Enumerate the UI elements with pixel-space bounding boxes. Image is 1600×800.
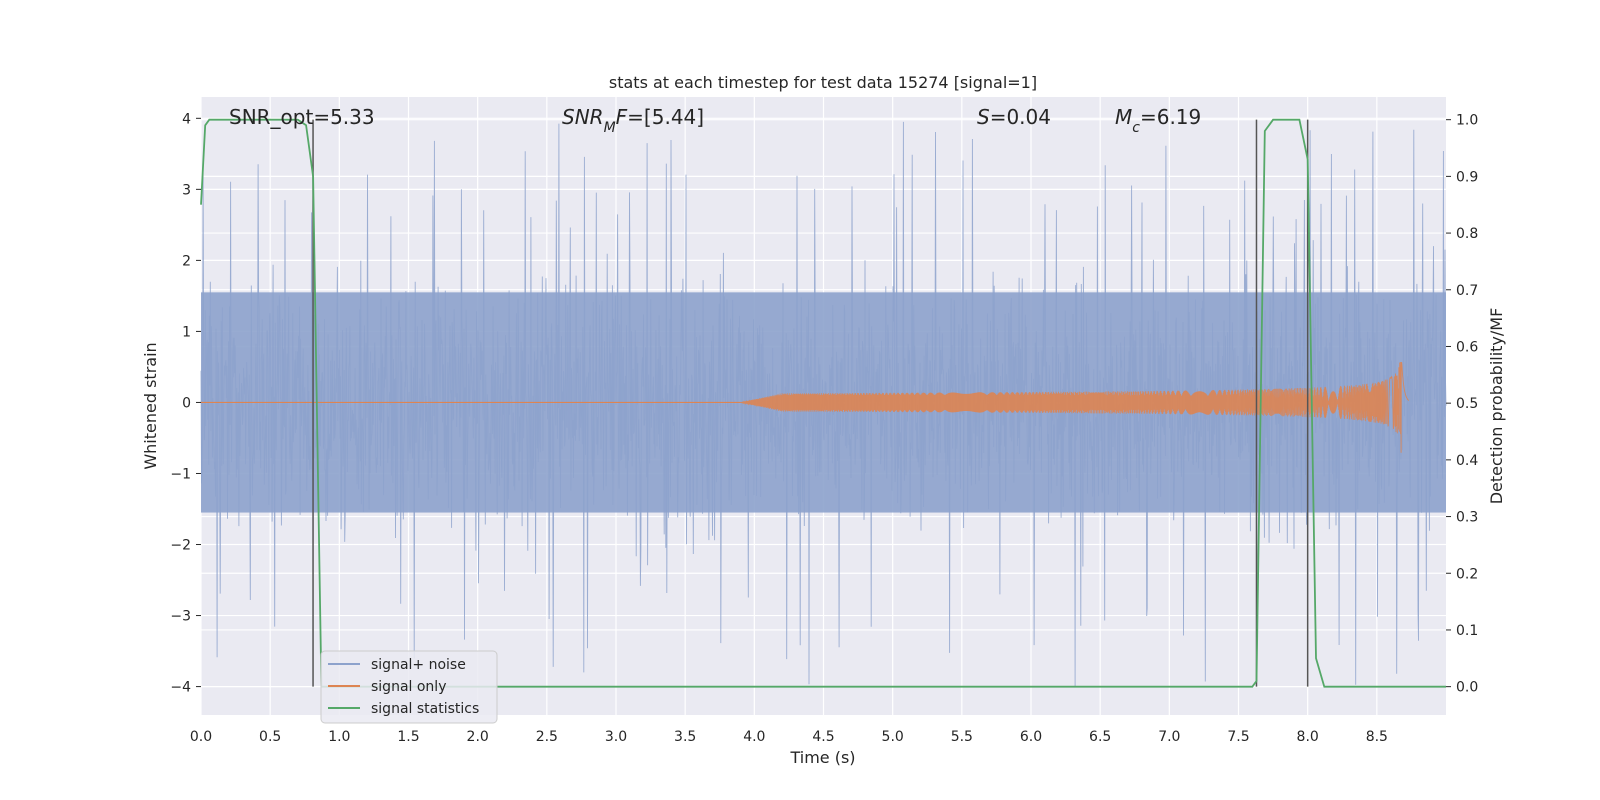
x-tick-label: 2.5 — [536, 729, 558, 745]
x-tick-label: 1.5 — [397, 729, 419, 745]
annotation-part: =0.04 — [990, 105, 1051, 129]
y2-tick-label: 0.3 — [1456, 510, 1478, 526]
y2-tick-labels: 1.0 0.9 0.8 0.7 0.6 0.5 0.4 0.3 0.2 0.1 0.0 — [1446, 113, 1478, 696]
series-signal-statistics — [200, 118, 1446, 688]
y2-tick-label: 0.9 — [1456, 169, 1478, 185]
legend-label-signal-statistics: signal statistics — [371, 701, 479, 717]
x-tick-label: 1.0 — [328, 729, 350, 745]
y-tick-labels: 4 3 2 1 0 −1 −2 −3 −4 — [170, 111, 201, 696]
y2-tick-label: 0.0 — [1456, 680, 1478, 696]
x-tick-label: 3.0 — [605, 729, 627, 745]
annotations: SNR_opt=5.33 SNRMF=[5.44] S=0.04 Mc=6.19 — [229, 105, 1201, 136]
y2-tick-label: 0.8 — [1456, 226, 1478, 242]
x-tick-label: 4.0 — [743, 729, 765, 745]
x-axis-label: Time (s) — [789, 748, 855, 767]
y2-tick-label: 0.4 — [1456, 453, 1478, 469]
y-tick-label: 4 — [182, 111, 191, 127]
y2-tick-label: 0.5 — [1456, 396, 1478, 412]
x-tick-label: 5.0 — [882, 729, 904, 745]
y-tick-label: 0 — [182, 395, 191, 411]
legend-box — [320, 650, 498, 724]
y2-tick-label: 0.1 — [1456, 623, 1478, 639]
y2-tick-label: 0.2 — [1456, 566, 1478, 582]
annotation-part: =[5.44] — [627, 105, 704, 129]
annotation-0: SNR_opt=5.33 — [229, 105, 375, 129]
y-tick-label: −1 — [170, 466, 191, 482]
annotation-1: SNRMF=[5.44] — [562, 105, 704, 136]
annotation-part: =6.19 — [1140, 105, 1201, 129]
annotation-part: SNR_opt=5.33 — [229, 105, 375, 129]
y2-tick-label: 1.0 — [1456, 113, 1478, 129]
annotation-part: S — [977, 105, 990, 129]
y-tick-label: −2 — [170, 538, 191, 554]
y-tick-label: 3 — [182, 182, 191, 198]
x-tick-label: 4.5 — [812, 729, 834, 745]
annotation-part: c — [1132, 120, 1140, 136]
chart-title: stats at each timestep for test data 152… — [609, 73, 1037, 92]
x-tick-label: 2.0 — [467, 729, 489, 745]
annotation-part: F — [616, 105, 628, 129]
annotation-part: M — [1115, 105, 1132, 129]
x-tick-label: 6.0 — [1020, 729, 1042, 745]
x-tick-label: 5.5 — [951, 729, 973, 745]
y-tick-label: −4 — [170, 680, 191, 696]
annotation-2: S=0.04 — [977, 105, 1051, 129]
statistics-line — [200, 118, 1446, 688]
x-tick-label: 7.5 — [1227, 729, 1249, 745]
chirp-line — [740, 361, 1409, 453]
x-tick-label: 6.5 — [1089, 729, 1111, 745]
x-tick-labels: 0.0 0.5 1.0 1.5 2.0 2.5 3.0 3.5 4.0 4.5 5.0 5.5 6.0 6… — [190, 729, 1388, 745]
x-tick-label: 0.5 — [259, 729, 281, 745]
y-tick-label: −3 — [170, 609, 191, 625]
annotation-3: Mc=6.19 — [1115, 105, 1201, 136]
x-tick-label: 8.0 — [1297, 729, 1319, 745]
y-tick-label: 1 — [182, 324, 191, 340]
y2-axis-label: Detection probability/MF — [1487, 308, 1506, 505]
y2-tick-label: 0.6 — [1456, 339, 1478, 355]
x-tick-label: 8.5 — [1366, 729, 1388, 745]
x-tick-label: 7.0 — [1158, 729, 1180, 745]
legend-label-signal-noise: signal+ noise — [371, 657, 466, 673]
annotation-part: M — [604, 120, 616, 136]
annotation-part: SNR — [562, 105, 604, 129]
y-tick-label: 2 — [182, 253, 191, 269]
y2-tick-label: 0.7 — [1456, 283, 1478, 299]
y-axis-label: Whitened strain — [141, 342, 160, 469]
legend: signal+ noise signal only signal statist… — [320, 650, 498, 724]
legend-label-signal-only: signal only — [371, 679, 446, 695]
x-tick-label: 3.5 — [674, 729, 696, 745]
x-tick-label: 0.0 — [190, 729, 212, 745]
series-signal-only — [201, 361, 1409, 453]
